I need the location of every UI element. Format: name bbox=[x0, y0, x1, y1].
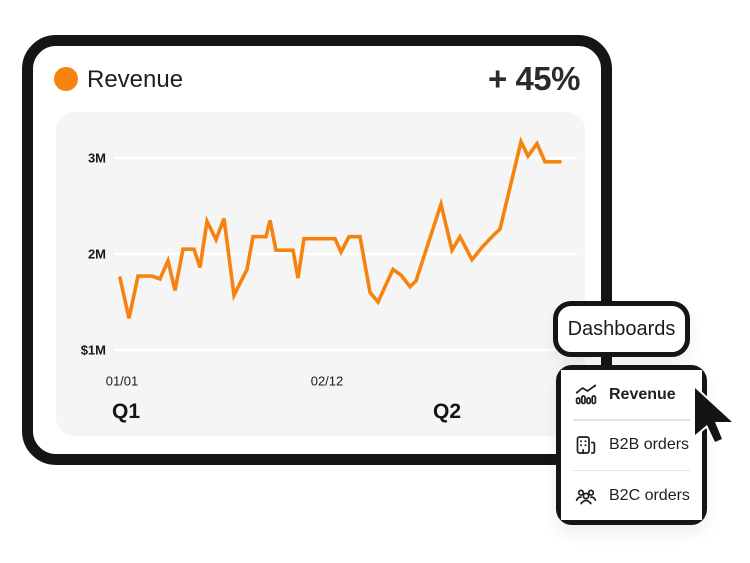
menu-item-b2c-orders[interactable]: B2C orders bbox=[561, 471, 702, 520]
dashboards-menu: Revenue B2B orders bbox=[556, 365, 707, 525]
y-axis-label-2m: 2M bbox=[87, 246, 106, 262]
menu-item-label: B2C orders bbox=[609, 486, 690, 504]
quarter-label-q2: Q2 bbox=[432, 400, 462, 423]
delta-badge: + 45% bbox=[488, 60, 581, 97]
quarter-label-q1: Q1 bbox=[111, 400, 141, 423]
x-axis-label-0101: 01/01 bbox=[105, 373, 139, 389]
menu-item-b2b-orders[interactable]: B2B orders bbox=[561, 420, 702, 470]
combo-chart-icon bbox=[575, 384, 597, 404]
card-header: Revenue + 45% bbox=[33, 46, 601, 112]
menu-item-revenue[interactable]: Revenue bbox=[561, 370, 702, 419]
dashboards-button-label: Dashboards bbox=[567, 317, 676, 340]
y-axis-label-3m: 3M bbox=[87, 150, 106, 166]
page-title: Revenue bbox=[87, 66, 184, 93]
building-icon bbox=[576, 436, 596, 454]
revenue-card: Revenue + 45% 3M 2M $1M 01/01 02/12 Q1 Q… bbox=[22, 35, 612, 465]
menu-divider bbox=[573, 419, 690, 421]
y-axis-label-1m: $1M bbox=[80, 342, 106, 358]
menu-item-label: Revenue bbox=[609, 385, 676, 403]
users-icon bbox=[575, 489, 597, 504]
menu-divider bbox=[573, 469, 690, 471]
menu-item-label: B2B orders bbox=[609, 436, 690, 453]
revenue-chart-panel: 3M 2M $1M 01/01 02/12 Q1 Q2 bbox=[56, 112, 585, 436]
dashboards-button[interactable]: Dashboards bbox=[553, 301, 690, 357]
x-axis-label-0212: 02/12 bbox=[310, 373, 344, 389]
revenue-line-chart bbox=[114, 136, 577, 352]
revenue-dot-icon bbox=[54, 67, 78, 91]
